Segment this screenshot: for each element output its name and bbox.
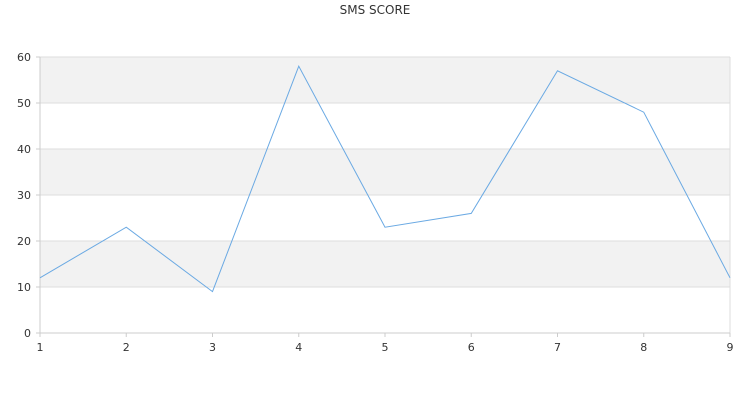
y-tick-label: 50 [17, 97, 31, 110]
chart-title: SMS SCORE [340, 3, 411, 17]
y-tick-label: 60 [17, 51, 31, 64]
y-axis-ticks: 0 10 20 30 40 50 60 [17, 51, 40, 340]
series-group [39, 64, 731, 293]
background-band [40, 241, 730, 287]
x-tick-label: 2 [123, 341, 130, 354]
y-tick-label: 20 [17, 235, 31, 248]
background-band [40, 57, 730, 103]
x-tick-label: 4 [295, 341, 302, 354]
x-tick-label: 9 [727, 341, 734, 354]
background-bands [40, 57, 730, 287]
x-tick-label: 5 [382, 341, 389, 354]
x-tick-label: 7 [554, 341, 561, 354]
gridlines [40, 56, 730, 334]
y-tick-label: 40 [17, 143, 31, 156]
x-tick-label: 1 [37, 341, 44, 354]
x-axis-ticks: 1 2 3 4 5 6 7 8 9 [37, 333, 734, 354]
y-tick-label: 30 [17, 189, 31, 202]
y-tick-label: 10 [17, 281, 31, 294]
x-tick-label: 8 [640, 341, 647, 354]
x-tick-label: 6 [468, 341, 475, 354]
background-band [40, 149, 730, 195]
y-tick-label: 0 [24, 327, 31, 340]
x-tick-label: 3 [209, 341, 216, 354]
